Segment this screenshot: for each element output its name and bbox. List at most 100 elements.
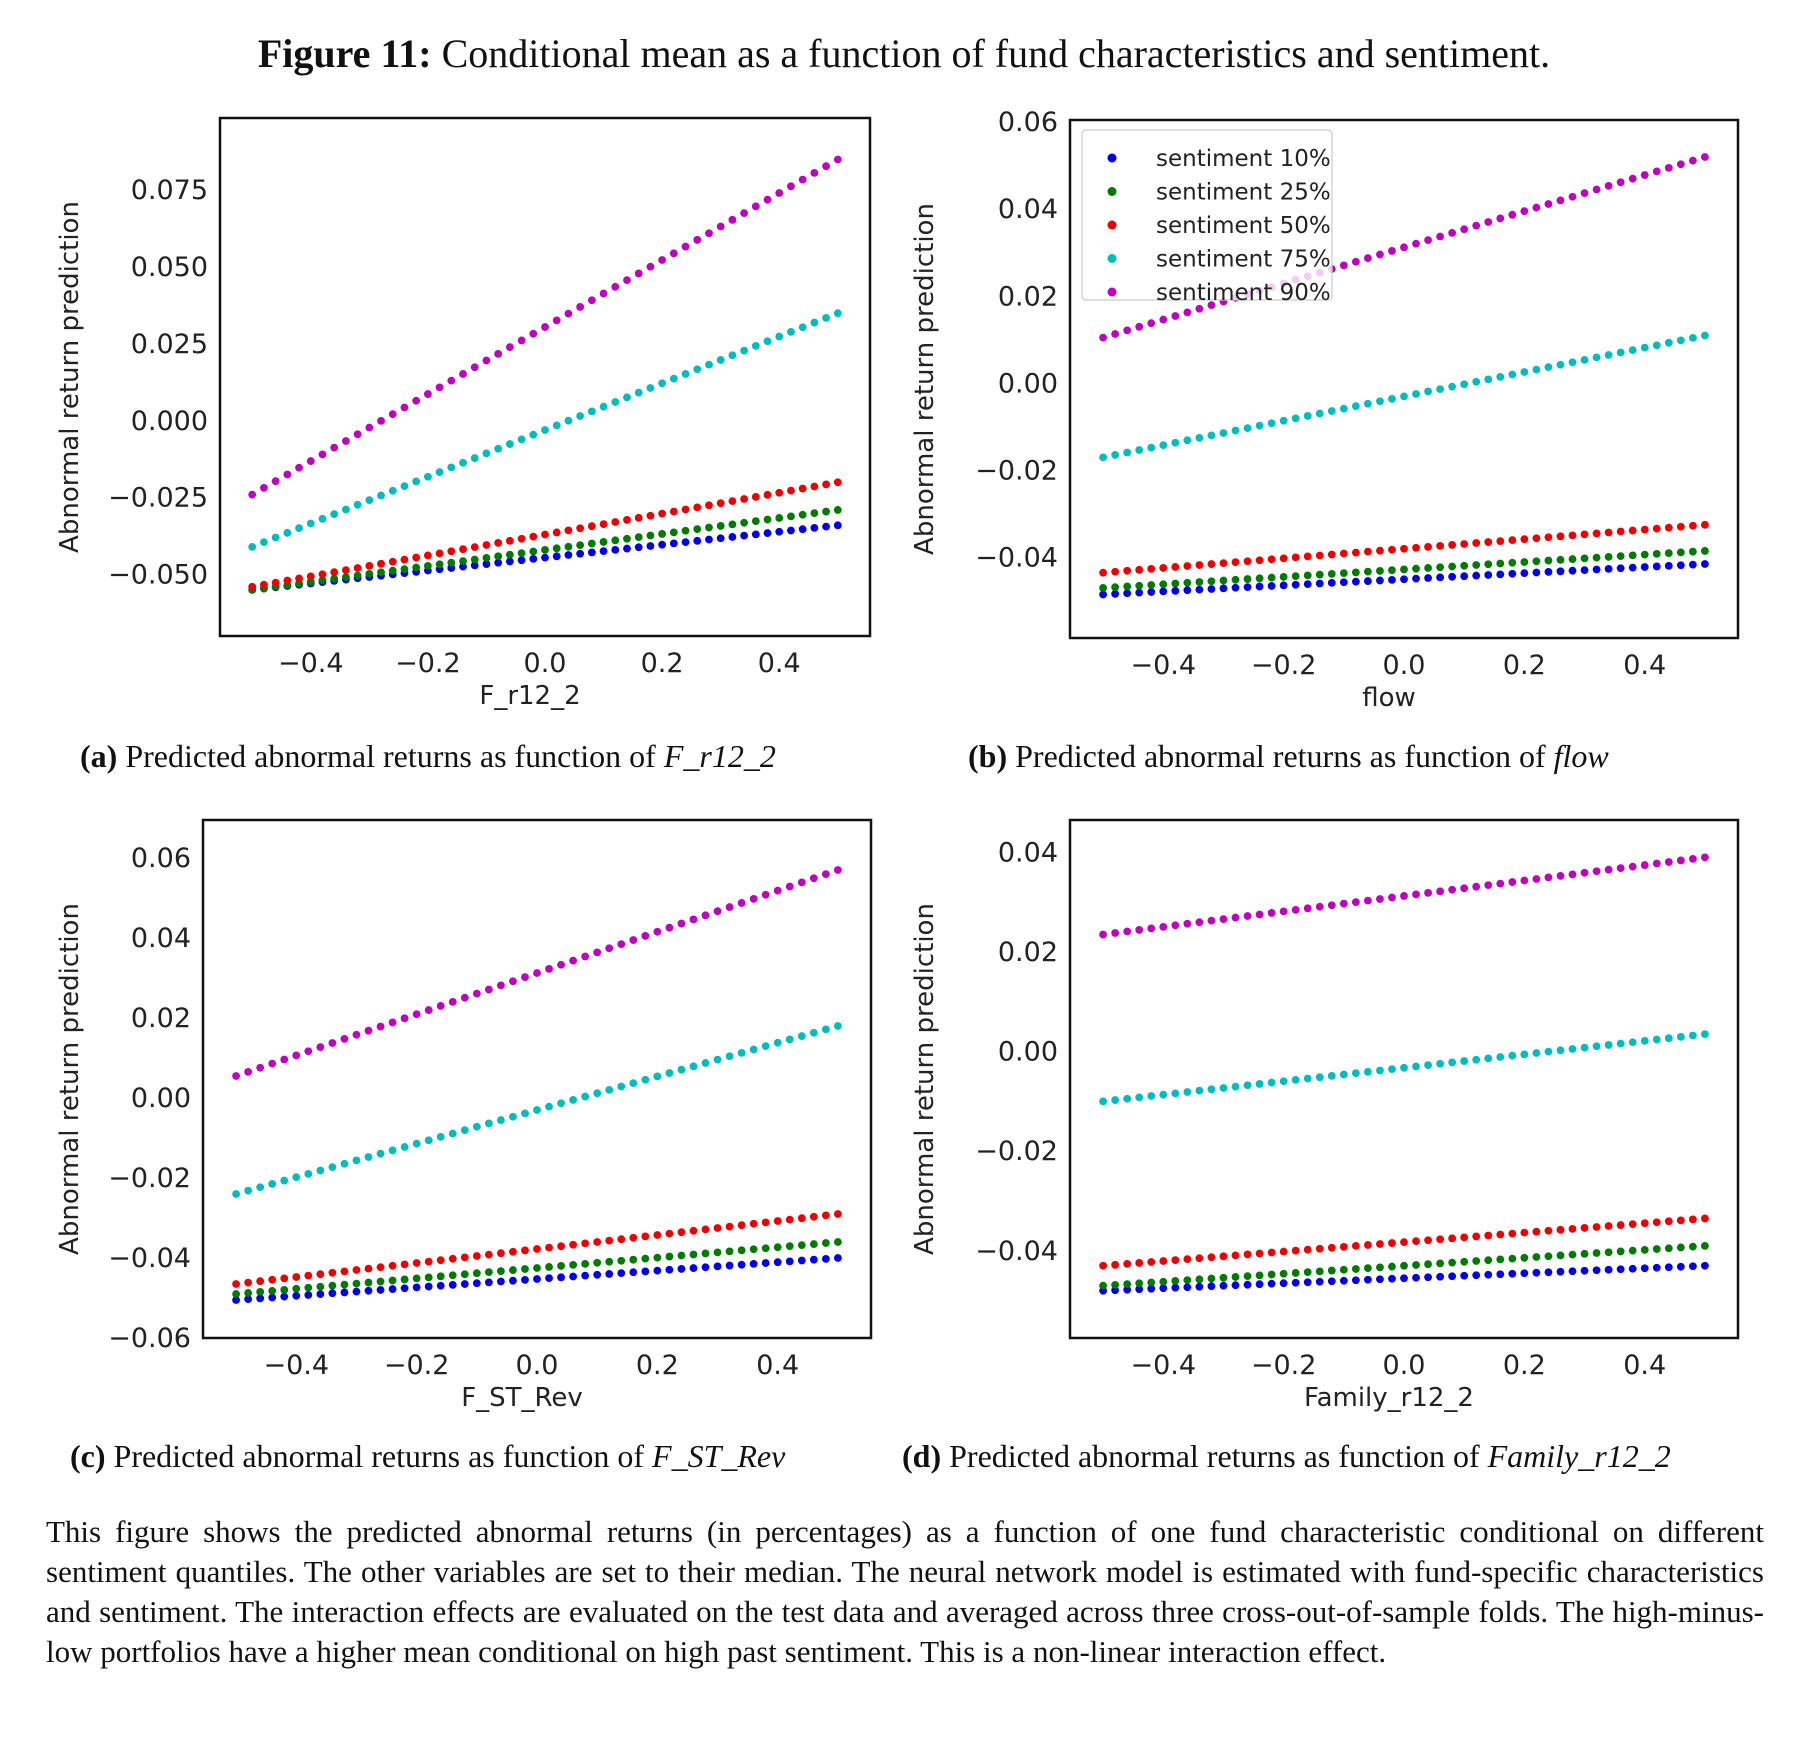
data-point — [459, 545, 467, 554]
chart-d: −0.4 −0.2 0.0 0.2 0.4 −0.04 −0.02 0.00 0.02 0.04 F… — [905, 800, 1765, 1420]
data-point — [1448, 1234, 1457, 1243]
data-point — [593, 1258, 602, 1267]
data-point — [797, 1241, 806, 1250]
data-point — [713, 907, 722, 916]
x-tick-label: −0.2 — [395, 648, 461, 679]
data-point — [377, 559, 385, 568]
data-point — [292, 1173, 301, 1182]
x-tick-label: 0.4 — [756, 1350, 799, 1381]
data-point — [785, 1242, 794, 1251]
data-point — [388, 1018, 397, 1027]
data-point — [1147, 443, 1156, 452]
data-point — [1111, 1281, 1120, 1289]
data-point — [1376, 546, 1384, 555]
data-point — [617, 1082, 626, 1091]
data-point — [330, 568, 339, 577]
data-point — [1099, 930, 1107, 939]
data-point — [576, 303, 585, 311]
data-point — [1460, 225, 1469, 234]
data-point — [1291, 580, 1300, 589]
data-point — [328, 1289, 337, 1298]
data-point — [1701, 520, 1709, 529]
caption-c: (c) Predicted abnormal returns as functi… — [70, 1438, 785, 1475]
data-point — [1291, 572, 1300, 581]
x-tick-label: −0.4 — [263, 1350, 329, 1381]
data-point — [658, 256, 667, 264]
data-point — [1279, 1247, 1288, 1256]
data-point — [541, 530, 549, 539]
data-point — [693, 365, 702, 374]
data-point — [653, 927, 662, 936]
data-point — [809, 1240, 818, 1248]
data-point — [1400, 243, 1408, 252]
data-point — [1207, 1274, 1216, 1283]
data-point — [340, 1159, 349, 1168]
data-point — [701, 1059, 710, 1067]
legend: sentiment 10% sentiment 25% sentiment 50% s… — [1081, 129, 1333, 306]
data-point — [541, 426, 549, 434]
data-point — [1664, 163, 1673, 172]
data-point — [728, 520, 737, 529]
data-point — [292, 1291, 301, 1300]
data-point — [400, 1284, 409, 1293]
data-point — [459, 557, 467, 566]
y-tick-label: −0.04 — [975, 542, 1058, 573]
data-point — [1255, 1271, 1264, 1280]
data-point — [1291, 1075, 1300, 1084]
caption-a-text: Predicted abnormal returns as function o… — [125, 738, 656, 774]
data-point — [728, 533, 737, 541]
data-point — [773, 1217, 782, 1225]
data-point — [677, 1265, 686, 1273]
data-point — [496, 1116, 505, 1124]
figure-title-text: Conditional mean as a function of fund c… — [441, 31, 1551, 76]
data-point — [833, 155, 842, 164]
data-point — [1592, 353, 1601, 362]
data-point — [1303, 1268, 1312, 1277]
data-point — [1099, 1261, 1107, 1270]
data-point — [1460, 540, 1469, 548]
data-point — [1436, 563, 1445, 572]
data-point — [1279, 1269, 1288, 1278]
data-point — [810, 509, 819, 518]
data-point — [423, 472, 432, 481]
data-point — [459, 562, 467, 571]
data-point — [412, 1010, 421, 1019]
data-point — [509, 1247, 517, 1256]
data-point — [1303, 1278, 1312, 1287]
data-point — [1339, 899, 1348, 908]
data-point — [1123, 1094, 1132, 1103]
data-point — [1640, 1036, 1649, 1045]
data-point — [798, 323, 807, 332]
data-point — [1135, 446, 1144, 454]
data-point — [1363, 547, 1372, 556]
data-point — [1652, 524, 1661, 533]
data-point — [1616, 864, 1625, 873]
data-point — [1701, 153, 1709, 161]
data-point — [292, 1273, 301, 1281]
data-point — [1532, 568, 1541, 577]
data-point — [1243, 1250, 1252, 1259]
data-point — [1496, 1230, 1505, 1239]
data-point — [605, 1236, 614, 1245]
data-point — [1351, 1242, 1360, 1250]
y-tick-label: 0.06 — [131, 843, 191, 874]
data-point — [470, 454, 479, 462]
y-axis-label: Abnormal return prediction — [910, 203, 940, 555]
data-point — [1111, 589, 1120, 598]
x-tick-label: 0.4 — [1623, 650, 1666, 681]
data-point — [1604, 351, 1613, 359]
data-point — [787, 512, 795, 521]
data-point — [1532, 1253, 1541, 1261]
data-point — [1339, 261, 1348, 270]
data-point — [353, 500, 362, 509]
data-point — [521, 973, 529, 982]
data-point — [1351, 568, 1360, 577]
data-point — [1592, 1266, 1601, 1275]
data-point — [1544, 873, 1553, 882]
caption-d: (d) Predicted abnormal returns as functi… — [902, 1438, 1671, 1475]
data-point — [785, 1035, 794, 1044]
data-point — [705, 523, 713, 532]
data-point — [529, 430, 538, 439]
data-point — [821, 1025, 830, 1034]
data-point — [658, 509, 667, 518]
